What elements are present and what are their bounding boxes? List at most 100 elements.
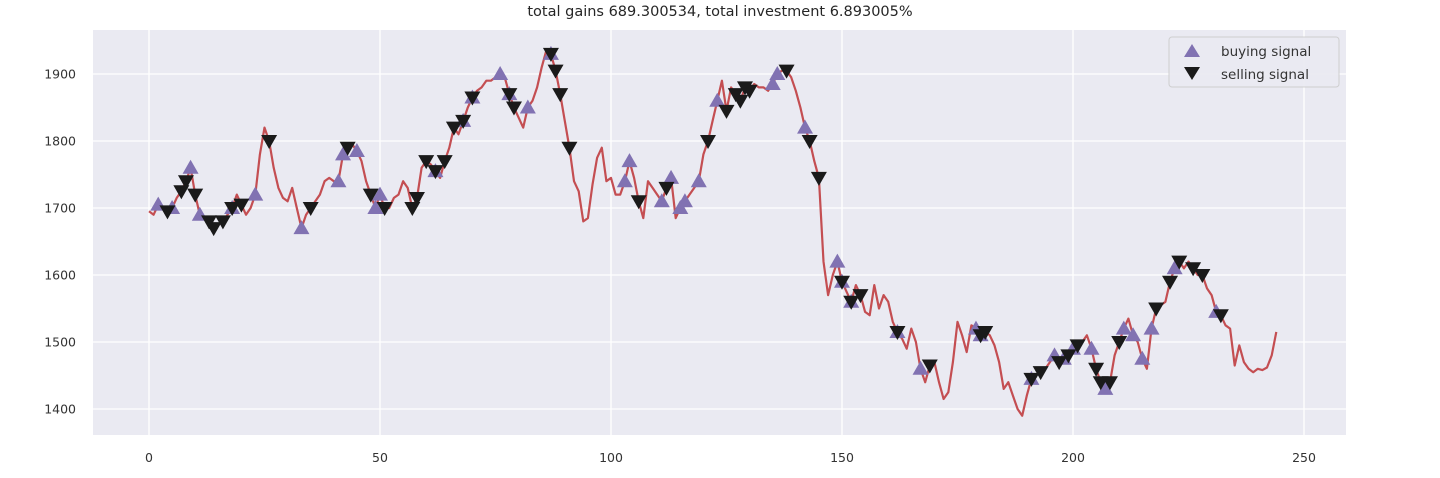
buy-signal-icon bbox=[912, 360, 929, 375]
sell-signal-icon bbox=[1171, 255, 1188, 270]
x-tick-label: 150 bbox=[830, 450, 854, 465]
sell-signal-icon bbox=[445, 121, 462, 136]
y-tick-label: 1500 bbox=[44, 335, 76, 350]
sell-signal-icon bbox=[1088, 362, 1105, 377]
sell-signal-icon bbox=[1101, 376, 1118, 391]
sell-signal-icon bbox=[505, 101, 522, 116]
buy-signal-icon bbox=[690, 173, 707, 188]
sell-signal-icon bbox=[214, 215, 231, 230]
buy-signal-icon bbox=[1125, 327, 1142, 342]
legend: buying signal selling signal bbox=[1168, 36, 1340, 88]
buy-signal-icon bbox=[709, 92, 726, 107]
buy-signal-icon bbox=[1097, 380, 1114, 395]
buy-signal-icon bbox=[330, 173, 347, 188]
y-tick-label: 1600 bbox=[44, 268, 76, 283]
y-tick-label: 1400 bbox=[44, 402, 76, 417]
legend-buy-label: buying signal bbox=[1221, 44, 1311, 60]
sell-signal-icon bbox=[801, 135, 818, 149]
sell-signal-icon bbox=[302, 202, 319, 216]
y-tick-label: 1700 bbox=[44, 201, 76, 216]
x-tick-label: 100 bbox=[599, 450, 623, 465]
legend-sell-label: selling signal bbox=[1221, 67, 1309, 83]
sell-signal-icon bbox=[159, 205, 176, 220]
sell-signal-icon bbox=[921, 359, 938, 374]
buy-signal-icon bbox=[1134, 350, 1151, 365]
sell-signal-icon bbox=[542, 47, 559, 62]
sell-signal-icon bbox=[810, 171, 827, 186]
buy-signal-icon bbox=[1115, 320, 1132, 335]
sell-signal-icon bbox=[1111, 336, 1128, 350]
chart-title: total gains 689.300534, total investment… bbox=[527, 4, 913, 20]
sell-signal-icon bbox=[362, 188, 379, 203]
buy-signal-icon bbox=[616, 173, 633, 188]
sell-signal-icon bbox=[1060, 349, 1077, 364]
sell-signal-icon bbox=[187, 188, 204, 203]
sell-triangle-icon bbox=[1184, 67, 1200, 80]
sell-signal-markers bbox=[159, 47, 1229, 391]
sell-signal-icon bbox=[455, 114, 472, 129]
buy-signal-icon bbox=[621, 153, 638, 168]
sell-signal-icon bbox=[427, 165, 444, 180]
sell-signal-icon bbox=[658, 181, 675, 196]
sell-signal-icon bbox=[1032, 366, 1049, 381]
sell-signal-icon bbox=[1051, 356, 1068, 371]
sell-signal-icon bbox=[1162, 275, 1179, 290]
sell-signal-icon bbox=[834, 275, 850, 290]
sell-signal-icon bbox=[339, 141, 356, 156]
buy-signal-icon bbox=[348, 143, 365, 158]
sell-signal-icon bbox=[889, 325, 906, 340]
sell-signal-icon bbox=[233, 198, 250, 213]
sell-signal-icon bbox=[376, 202, 393, 216]
sell-signal-icon bbox=[718, 104, 735, 119]
buy-signal-icon bbox=[764, 76, 781, 91]
sell-signal-icon bbox=[436, 155, 453, 170]
buy-signal-icon bbox=[663, 169, 680, 184]
sell-signal-icon bbox=[778, 64, 795, 79]
buy-signal-icon bbox=[247, 186, 264, 201]
sell-signal-icon bbox=[224, 202, 241, 216]
buy-signal-icon bbox=[182, 159, 199, 174]
sell-signal-icon bbox=[561, 141, 578, 156]
x-tick-label: 250 bbox=[1292, 450, 1316, 465]
buy-signal-icon bbox=[653, 193, 670, 208]
y-tick-label: 1800 bbox=[44, 134, 76, 149]
buy-signal-icon bbox=[367, 200, 384, 214]
sell-signal-icon bbox=[1212, 309, 1229, 324]
sell-signal-icon bbox=[1023, 372, 1040, 387]
buy-signal-icon bbox=[335, 146, 352, 161]
sell-signal-icon bbox=[1185, 262, 1202, 277]
sell-signal-icon bbox=[977, 325, 994, 340]
sell-signal-icon bbox=[261, 135, 278, 149]
sell-signal-icon bbox=[843, 295, 860, 310]
x-axis-ticks: 0 50 100 150 200 250 bbox=[145, 450, 1316, 465]
y-axis-ticks: 1400 1500 1600 1700 1800 1900 bbox=[44, 67, 76, 417]
buy-signal-icon bbox=[492, 66, 509, 80]
buy-signal-markers bbox=[150, 45, 1225, 395]
sell-signal-icon bbox=[404, 202, 421, 216]
sell-signal-icon bbox=[464, 91, 481, 106]
x-tick-label: 0 bbox=[145, 450, 153, 465]
sell-signal-icon bbox=[173, 185, 190, 200]
sell-signal-icon bbox=[700, 135, 717, 149]
sell-signal-icon bbox=[1069, 339, 1086, 354]
buy-signal-icon bbox=[829, 253, 846, 268]
buy-signal-icon bbox=[1143, 320, 1160, 335]
sell-signal-icon bbox=[205, 222, 222, 237]
sell-signal-icon bbox=[741, 84, 758, 99]
sell-signal-icon bbox=[552, 88, 569, 103]
buy-signal-icon bbox=[372, 186, 388, 201]
sell-signal-icon bbox=[408, 191, 425, 206]
buy-signal-icon bbox=[1166, 260, 1183, 275]
buy-signal-icon bbox=[797, 119, 814, 134]
buy-signal-icon bbox=[1083, 340, 1100, 355]
sell-signal-icon bbox=[501, 88, 518, 103]
buy-signal-icon bbox=[293, 220, 310, 235]
sell-signal-icon bbox=[1148, 302, 1165, 317]
buy-signal-icon bbox=[519, 99, 536, 114]
buy-signal-icon bbox=[676, 193, 693, 208]
x-tick-label: 200 bbox=[1061, 450, 1085, 465]
buy-signal-icon bbox=[769, 66, 786, 80]
sell-signal-icon bbox=[1194, 269, 1211, 283]
sell-signal-icon bbox=[418, 155, 435, 170]
